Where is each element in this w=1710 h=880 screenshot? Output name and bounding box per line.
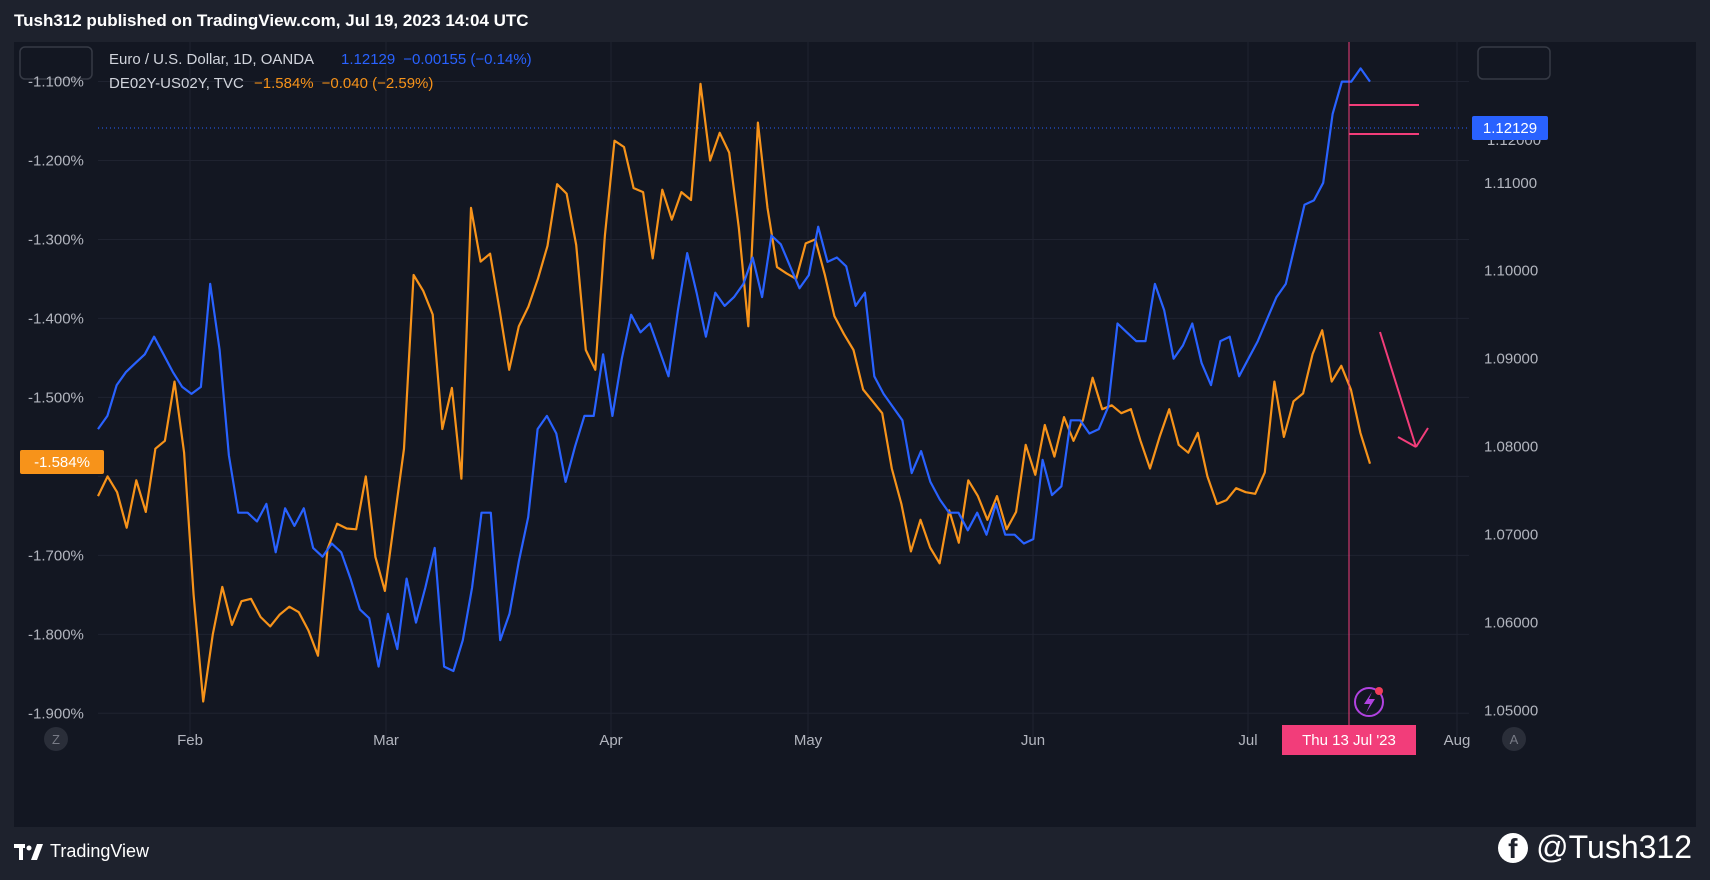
- author-tag: f @Tush312: [1498, 829, 1692, 866]
- tradingview-brand-text: TradingView: [50, 841, 150, 861]
- annotation-down-arrow[interactable]: [1379, 331, 1429, 448]
- y-left-tick-label: -1.700%: [28, 547, 84, 564]
- chart-panel[interactable]: Euro / U.S. Dollar, 1D, OANDA 1.12129 −0.…: [14, 42, 1696, 827]
- legend-eurusd-name: Euro / U.S. Dollar, 1D, OANDA: [109, 51, 314, 68]
- chart-svg[interactable]: Euro / U.S. Dollar, 1D, OANDA 1.12129 −0.…: [14, 42, 1696, 827]
- x-tick-label: Jul: [1238, 732, 1257, 749]
- series-line-spread[interactable]: [97, 82, 1372, 703]
- y-left-tick-label: -1.400%: [28, 310, 84, 327]
- y-right-tick-label: 1.09000: [1484, 351, 1538, 368]
- scale-settings-button[interactable]: [1477, 46, 1551, 80]
- y-right-tick-label: 1.05000: [1484, 703, 1538, 720]
- crosshair-date-badge: Thu 13 Jul '23: [1282, 725, 1416, 755]
- vertical-grid-lines: [189, 42, 1458, 737]
- grid-lines: [98, 80, 1469, 714]
- auto-scale-button[interactable]: A: [1502, 727, 1526, 751]
- y-left-tick-label: -1.900%: [28, 705, 84, 722]
- y-left-tick-label: -1.100%: [28, 73, 84, 90]
- x-tick-label: May: [794, 732, 823, 749]
- y-right-tick-label: 1.07000: [1484, 527, 1538, 544]
- legend-eurusd-values: 1.12129 −0.00155 (−0.14%): [341, 51, 532, 68]
- tradingview-logo-icon: [14, 843, 43, 860]
- y-right-tick-label: 1.11000: [1484, 175, 1537, 192]
- legend-toggle-button[interactable]: [19, 46, 93, 80]
- y-left-tick-label: -1.200%: [28, 152, 84, 169]
- y-left-tick-label: -1.500%: [28, 389, 84, 406]
- x-tick-label: Feb: [177, 732, 203, 749]
- x-tick-label: Aug: [1444, 732, 1471, 749]
- right-price-badge: 1.12000 1.12129: [1472, 116, 1548, 149]
- legend-spread-change: −0.040 (−2.59%): [322, 75, 434, 92]
- publish-header: Tush312 published on TradingView.com, Ju…: [0, 0, 1710, 42]
- x-axis[interactable]: Feb Mar Apr May Jun Jul Aug: [177, 732, 1470, 749]
- lightning-icon[interactable]: [1354, 687, 1384, 717]
- x-tick-label: Mar: [373, 732, 399, 749]
- right-price-badge-text: 1.12129: [1483, 120, 1537, 137]
- y-left-tick-label: -1.300%: [28, 231, 84, 248]
- left-price-badge-text: -1.584%: [34, 454, 90, 471]
- y-left-tick-label: -1.800%: [28, 626, 84, 643]
- zoom-reset-button[interactable]: Z: [44, 727, 68, 751]
- crosshair-date-text: Thu 13 Jul '23: [1302, 732, 1396, 749]
- x-tick-label: Apr: [599, 732, 622, 749]
- tradingview-brand[interactable]: TradingView: [14, 841, 149, 862]
- y-axis-right[interactable]: 1.11000 1.10000 1.09000 1.08000 1.07000 1.060…: [1484, 175, 1538, 720]
- author-handle: @Tush312: [1536, 829, 1692, 865]
- footer: TradingView f @Tush312: [0, 827, 1710, 880]
- legend-spread-price: −1.584%: [254, 75, 314, 92]
- series-line-eurusd[interactable]: [97, 67, 1371, 673]
- legend-eurusd-price: 1.12129: [341, 51, 395, 68]
- legend-spread-name: DE02Y-US02Y, TVC: [109, 75, 244, 92]
- y-right-tick-label: 1.10000: [1484, 263, 1538, 280]
- legend-eurusd-change: −0.00155 (−0.14%): [403, 51, 531, 68]
- legend-spread-values: −1.584% −0.040 (−2.59%): [254, 75, 433, 92]
- auto-scale-label: A: [1510, 732, 1519, 747]
- x-tick-label: Jun: [1021, 732, 1045, 749]
- left-price-badge: -1.584%: [20, 450, 104, 474]
- legend: Euro / U.S. Dollar, 1D, OANDA 1.12129 −0.…: [109, 51, 532, 92]
- y-right-tick-label: 1.06000: [1484, 615, 1538, 632]
- zoom-reset-label: Z: [52, 732, 60, 747]
- y-axis-left[interactable]: -1.100% -1.200% -1.300% -1.400% -1.500% -1.70…: [28, 73, 84, 722]
- facebook-icon: f: [1498, 832, 1529, 864]
- y-right-tick-label: 1.08000: [1484, 439, 1538, 456]
